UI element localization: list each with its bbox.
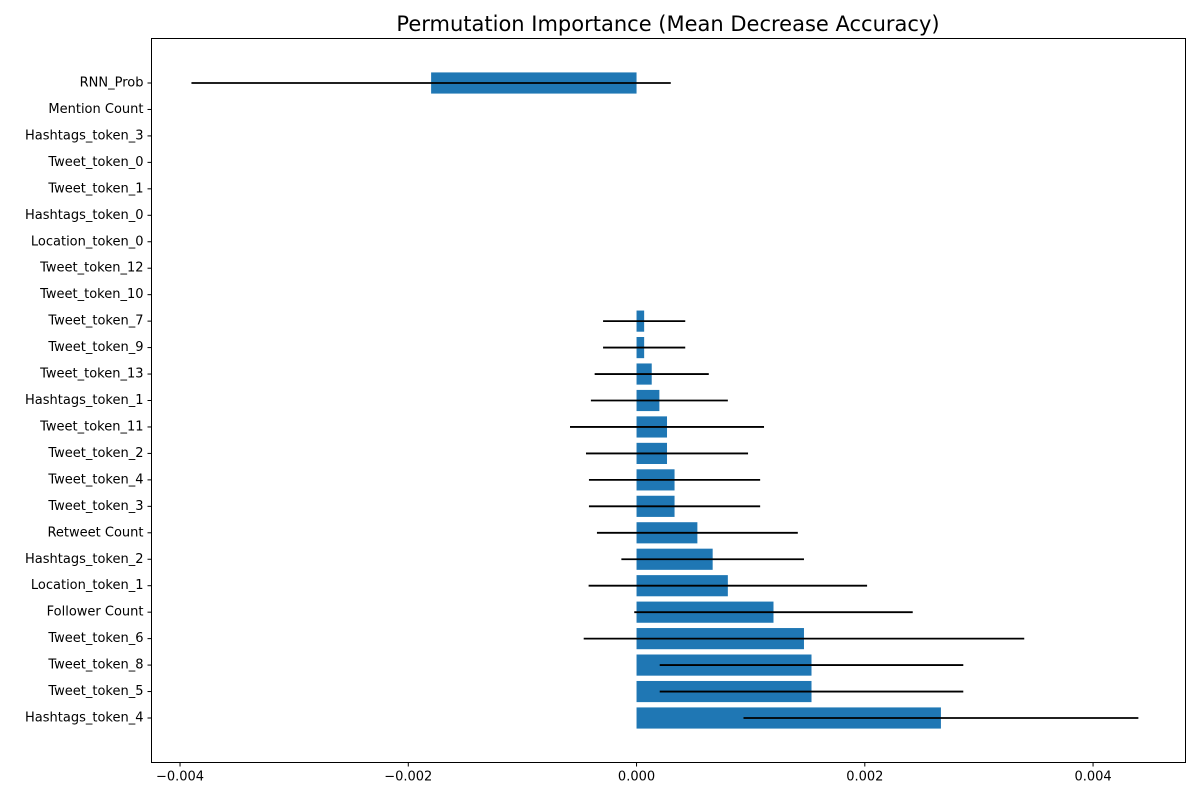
- y-tick-label: Tweet_token_6: [47, 631, 143, 646]
- y-tick-label: Hashtags_token_4: [25, 711, 143, 726]
- y-tick-label: Tweet_token_8: [47, 658, 143, 673]
- y-tick-label: RNN_Prob: [80, 76, 144, 91]
- y-tick-label: Mention Count: [48, 102, 143, 117]
- x-tick-label: 0.004: [1074, 770, 1111, 785]
- y-tick-label: Tweet_token_3: [47, 499, 143, 514]
- y-tick-label: Tweet_token_2: [47, 446, 143, 461]
- y-tick-label: Tweet_token_1: [47, 181, 143, 196]
- x-tick-label: 0.000: [618, 770, 655, 785]
- y-tick-label: Tweet_token_11: [39, 419, 143, 434]
- y-axis-ticks: RNN_Prob Mention Count Hashtags_token_3 Twe…: [25, 76, 152, 726]
- y-tick-label: Location_token_1: [31, 578, 144, 593]
- x-tick-label: −0.004: [156, 770, 204, 785]
- x-axis-ticks: −0.004 −0.002 0.000 0.002 0.004: [156, 762, 1112, 785]
- error-bars-layer: [191, 82, 1139, 719]
- y-tick-label: Tweet_token_12: [39, 261, 143, 276]
- y-tick-label: Tweet_token_13: [39, 367, 143, 382]
- y-tick-label: Hashtags_token_0: [25, 208, 143, 223]
- plot-frame: [151, 38, 1186, 763]
- y-tick-label: Location_token_0: [31, 234, 144, 249]
- y-tick-label: Tweet_token_9: [47, 340, 143, 355]
- y-tick-label: Tweet_token_0: [47, 155, 143, 170]
- y-tick-label: Follower Count: [47, 605, 144, 620]
- y-tick-label: Tweet_token_5: [47, 684, 143, 699]
- x-tick-label: −0.002: [384, 770, 432, 785]
- y-tick-label: Tweet_token_10: [39, 287, 143, 302]
- y-tick-label: Hashtags_token_2: [25, 552, 143, 567]
- y-tick-label: Tweet_token_7: [47, 314, 143, 329]
- y-tick-label: Tweet_token_4: [47, 472, 143, 487]
- y-tick-label: Hashtags_token_3: [25, 128, 143, 143]
- chart-title: Permutation Importance (Mean Decrease Ac…: [396, 12, 939, 36]
- y-tick-label: Hashtags_token_1: [25, 393, 143, 408]
- y-tick-label: Retweet Count: [47, 525, 143, 540]
- x-tick-label: 0.002: [846, 770, 883, 785]
